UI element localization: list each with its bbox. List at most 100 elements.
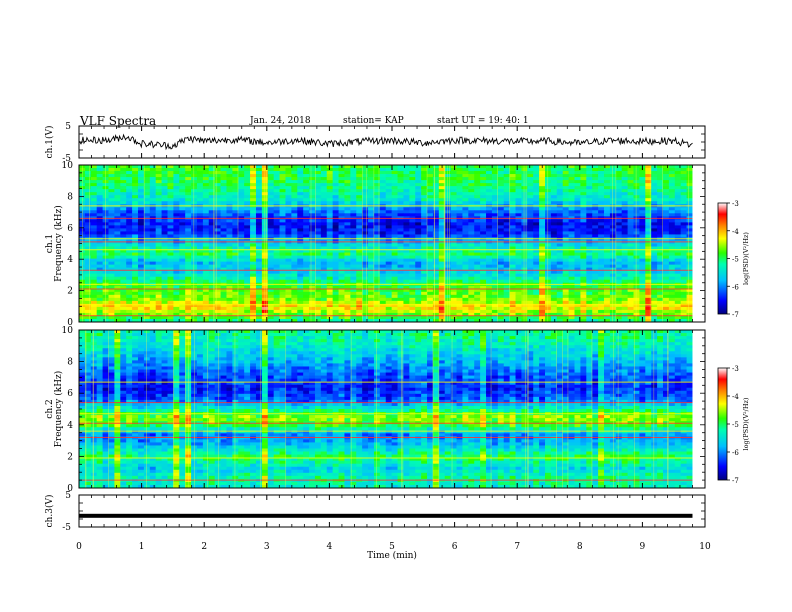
spectrogram-cell <box>627 210 634 214</box>
spectrogram-cell <box>267 192 275 196</box>
spectrogram-cell <box>415 207 422 211</box>
spectrogram-cell <box>326 300 334 305</box>
spectrogram-cell <box>143 207 151 211</box>
spectrogram-cell <box>303 267 310 272</box>
spectrogram-cell <box>84 165 92 169</box>
spectrogram-cell <box>79 309 86 314</box>
spectrogram-cell <box>468 252 475 256</box>
spectrogram-cell <box>432 225 440 229</box>
spectrogram-cell <box>202 255 210 259</box>
spectrogram-cell <box>539 213 546 217</box>
spectrogram-cell <box>143 219 151 223</box>
spectrogram-cell <box>120 198 127 202</box>
spectrogram-cell <box>303 264 310 269</box>
spectrogram-cell <box>580 252 587 256</box>
spectrogram-cell <box>208 279 216 284</box>
spectrogram-cell <box>232 192 239 196</box>
spectrogram-cell <box>285 201 292 205</box>
spectrogram-cell <box>250 288 257 293</box>
spectrogram-cell <box>132 174 139 178</box>
spectrogram-cell <box>621 171 628 175</box>
spectrogram-cell <box>468 297 475 302</box>
spectrogram-cell <box>474 285 481 290</box>
spectrogram-cell <box>143 183 151 187</box>
spectrogram-cell <box>486 201 493 205</box>
spectrogram-cell <box>96 303 103 308</box>
spectrogram-cell <box>586 255 593 259</box>
spectrogram-cell <box>509 255 516 259</box>
spectrogram-cell <box>120 252 127 256</box>
spectrogram-cell <box>615 270 623 275</box>
spectrogram-cell <box>191 264 198 269</box>
spectrogram-cell <box>680 228 687 232</box>
spectrogram-cell <box>397 285 404 290</box>
spectrogram-cell <box>273 201 280 205</box>
spectrogram-cell <box>421 171 428 175</box>
spectrogram-cell <box>604 210 611 214</box>
spectrogram-cell <box>468 186 475 190</box>
spectrogram-cell <box>662 288 670 293</box>
spectrogram-cell <box>191 288 198 293</box>
spectrogram-cell <box>651 201 658 205</box>
spectrogram-cell <box>651 174 658 178</box>
spectrogram-cell <box>403 279 410 284</box>
spectrogram-cell <box>79 207 86 211</box>
spectrogram-cell <box>556 246 564 250</box>
spectrogram-cell <box>314 183 322 187</box>
spectrogram-cell <box>674 195 682 199</box>
spectrogram-cell <box>480 285 487 290</box>
spectrogram-cell <box>185 285 192 290</box>
spectrogram-cell <box>214 219 221 223</box>
spectrogram-cell <box>668 168 676 172</box>
spectrogram-cell <box>421 285 428 290</box>
spectrogram-cell <box>409 270 416 275</box>
spectrogram-cell <box>108 252 115 256</box>
spectrogram-cell <box>191 252 198 256</box>
spectrogram-cell <box>208 303 216 308</box>
spectrogram-cell <box>149 207 157 211</box>
spectrogram-cell <box>539 267 546 272</box>
spectrogram-cell <box>149 222 157 226</box>
spectrogram-cell <box>474 297 481 302</box>
spectrogram-cell <box>202 258 210 263</box>
spectrogram-cell <box>208 228 216 232</box>
spectrogram-cell <box>314 174 322 178</box>
spectrogram-cell <box>509 300 516 305</box>
spectrogram-cell <box>450 243 457 247</box>
spectrogram-cell <box>662 279 670 284</box>
spectrogram-cell <box>657 165 664 169</box>
spectrogram-cell <box>497 273 505 278</box>
spectrogram-cell <box>90 192 98 196</box>
spectrogram-cell <box>161 192 168 196</box>
spectrogram-cell <box>356 297 363 302</box>
spectrogram-cell <box>486 231 493 235</box>
spectrogram-cell <box>167 195 174 199</box>
spectrogram-cell <box>368 189 375 193</box>
spectrogram-cell <box>214 249 221 253</box>
spectrogram-cell <box>668 306 676 311</box>
spectrogram-cell <box>79 213 86 217</box>
spectrogram-cell <box>497 297 505 302</box>
spectrogram-cell <box>114 186 121 190</box>
spectrogram-cell <box>539 246 546 250</box>
spectrogram-cell <box>515 189 522 193</box>
spectrogram-cell <box>568 168 575 172</box>
spectrogram-cell <box>208 255 216 259</box>
spectrogram-cell <box>102 246 109 250</box>
spectrogram-cell <box>149 219 157 223</box>
spectrogram-cell <box>480 270 487 275</box>
spectrogram-cell <box>633 198 640 202</box>
spectrogram-cell <box>639 180 646 184</box>
spectrogram-cell <box>114 243 121 247</box>
spectrogram-cell <box>273 171 280 175</box>
spectrogram-cell <box>167 186 174 190</box>
spectrogram-cell <box>556 243 564 247</box>
spectrogram-cell <box>627 207 634 211</box>
spectrogram-cell <box>456 177 463 181</box>
spectrogram-cell <box>427 174 434 178</box>
spectrogram-cell <box>344 246 351 250</box>
spectrogram-cell <box>580 273 587 278</box>
spectrogram-cell <box>214 171 221 175</box>
spectrogram-cell <box>84 177 92 181</box>
spectrogram-cell <box>314 246 322 250</box>
